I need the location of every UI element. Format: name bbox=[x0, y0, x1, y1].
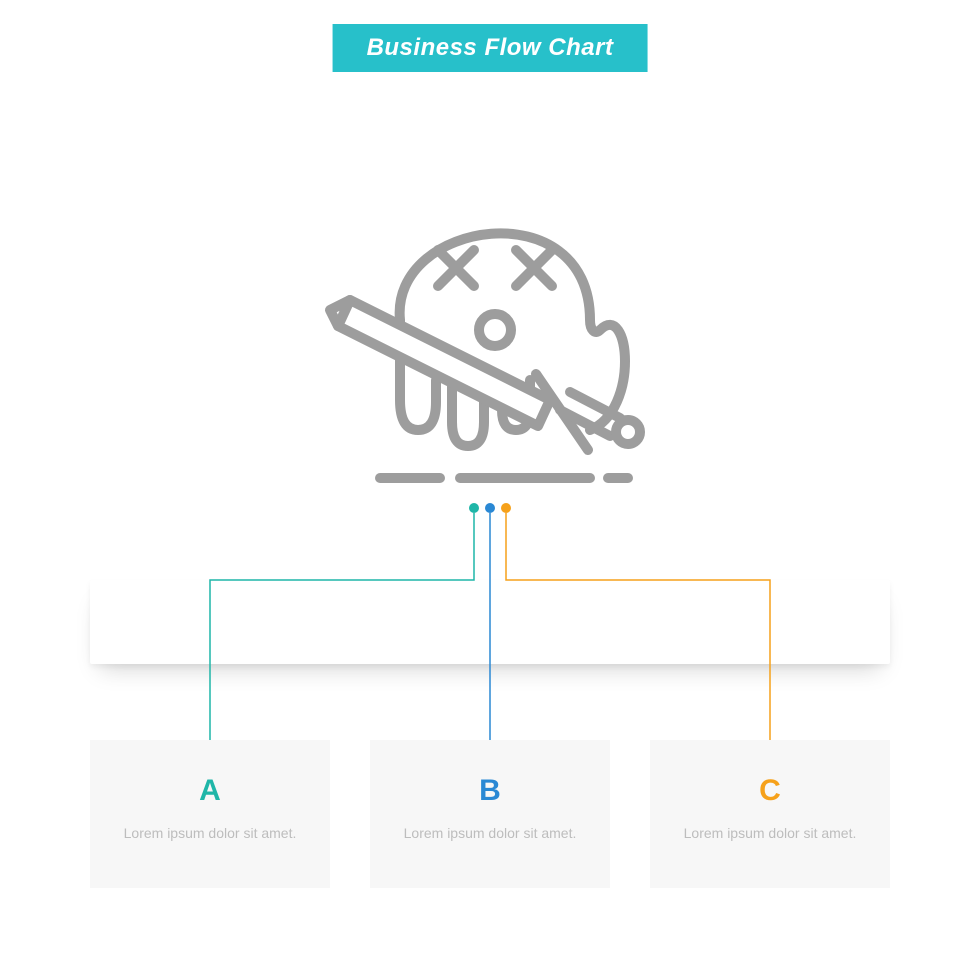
card-c: C Lorem ipsum dolor sit amet. bbox=[650, 740, 890, 888]
header-banner: Business Flow Chart bbox=[333, 24, 648, 72]
card-body: Lorem ipsum dolor sit amet. bbox=[670, 822, 870, 844]
card-letter: A bbox=[110, 774, 310, 808]
card-row: A Lorem ipsum dolor sit amet. B Lorem ip… bbox=[90, 740, 890, 888]
skull-sword-svg bbox=[290, 130, 690, 490]
skull-sword-icon bbox=[290, 130, 690, 490]
card-body: Lorem ipsum dolor sit amet. bbox=[390, 822, 590, 844]
connector-shelf bbox=[90, 580, 890, 664]
card-body: Lorem ipsum dolor sit amet. bbox=[110, 822, 310, 844]
card-b: B Lorem ipsum dolor sit amet. bbox=[370, 740, 610, 888]
card-a: A Lorem ipsum dolor sit amet. bbox=[90, 740, 330, 888]
card-letter: C bbox=[670, 774, 870, 808]
card-letter: B bbox=[390, 774, 590, 808]
infographic-page: { "header": { "title": "Business Flow Ch… bbox=[0, 0, 980, 980]
